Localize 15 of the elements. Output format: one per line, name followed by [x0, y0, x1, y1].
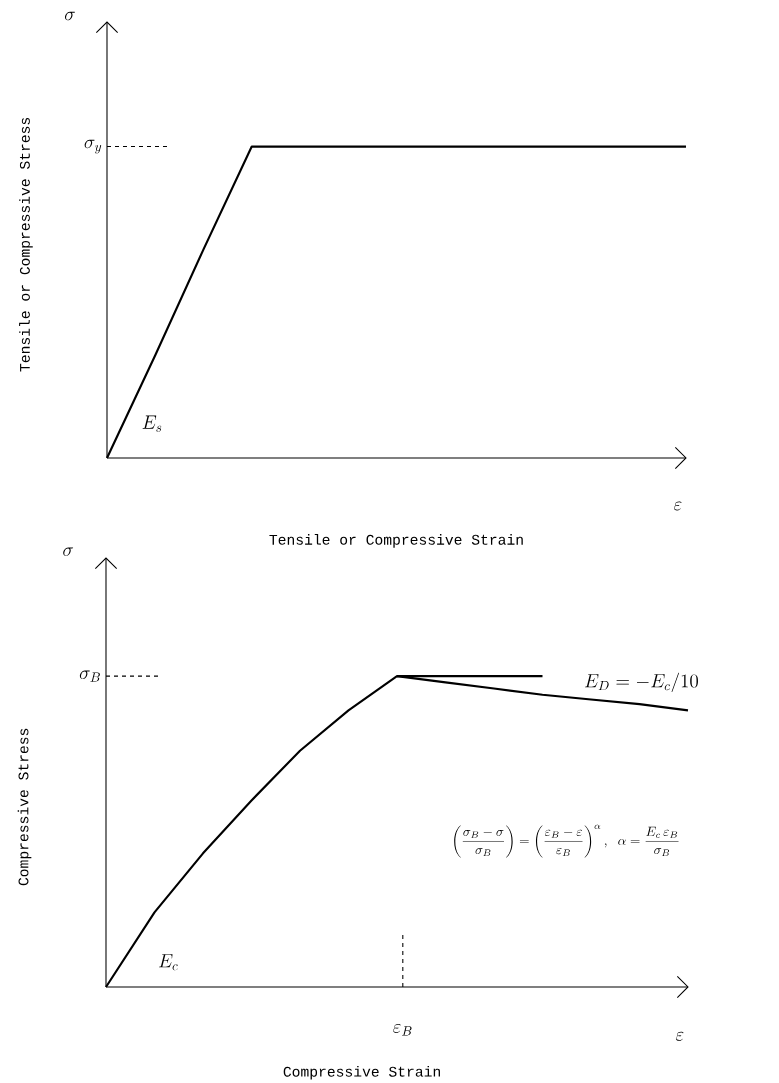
y-axis-title: Compressive Stress	[17, 728, 32, 886]
x-axis-title: Compressive Strain	[283, 1065, 440, 1080]
annotation: $E_s$	[142, 415, 162, 432]
annotation: $E_c$	[158, 954, 178, 971]
ref-line-label: $\sigma_B$	[79, 670, 100, 682]
text: $\sigma$	[64, 11, 75, 21]
text: $\varepsilon$	[673, 501, 682, 511]
annotation: $\left(\frac{\sigma_B-\sigma}{\sigma_B}\right)=\left(\frac{\varepsilon_B-\varepsilon}{\varepsilon_B}\right)^{\alpha},\ \alpha=\frac{E_c\,\varepsilon_B}{\sigma_B}$	[454, 824, 679, 858]
annotation: $E_D = -E_c/10$	[584, 672, 698, 692]
text: $\sigma$	[63, 547, 74, 556]
y-axis-title: Tensile or Compressive Stress	[19, 117, 33, 372]
text: $\varepsilon$	[675, 1031, 684, 1041]
text: $\varepsilon_B$	[393, 1023, 412, 1036]
x-axis-title: Tensile or Compressive Strain	[269, 534, 523, 548]
ref-line-label: $\sigma_y$	[84, 139, 102, 154]
